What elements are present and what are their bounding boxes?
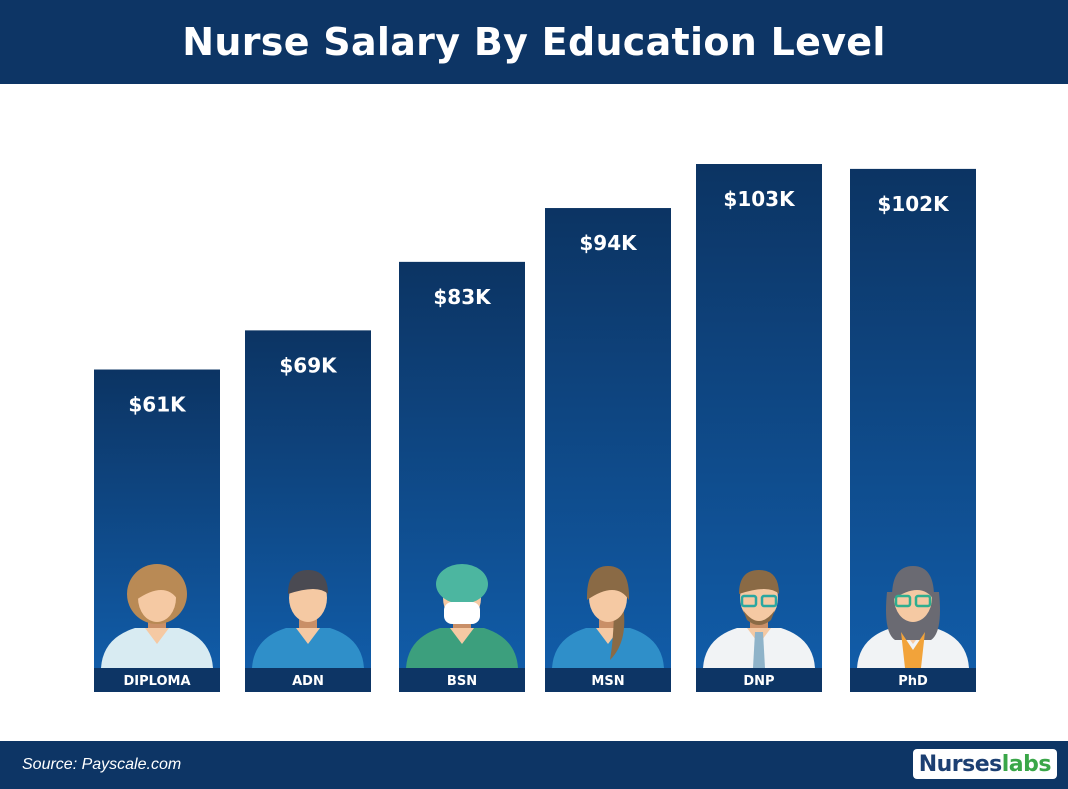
category-label: BSN xyxy=(447,674,477,689)
logo-text-nurses: Nurses xyxy=(918,751,1003,777)
title-bar: Nurse Salary By Education Level xyxy=(0,0,1068,84)
category-label-bg xyxy=(545,668,671,692)
bar-value-label: $69K xyxy=(279,353,338,377)
category-label-bg xyxy=(245,668,371,692)
bar-value-label: $94K xyxy=(579,231,638,255)
category-label: ADN xyxy=(292,674,324,689)
category-label: DIPLOMA xyxy=(123,674,190,689)
category-label-bg xyxy=(399,668,525,692)
category-label-bg xyxy=(696,668,822,692)
bar-value-label: $61K xyxy=(128,393,187,417)
source-note: Source: Payscale.com xyxy=(22,756,182,773)
nurse-woman-ponytail-icon xyxy=(552,566,664,668)
category-label: DNP xyxy=(743,674,774,689)
nurseslabs-logo[interactable]: Nurses labs xyxy=(912,749,1057,779)
category-label: PhD xyxy=(898,674,928,689)
nurse-woman-short-hair-icon xyxy=(101,564,213,668)
nurse-man-icon xyxy=(252,570,364,668)
bar-value-label: $102K xyxy=(877,192,950,216)
bar-value-label: $83K xyxy=(433,285,492,309)
category-label-bg xyxy=(850,668,976,692)
category-label: MSN xyxy=(591,674,624,689)
surgeon-masked-icon xyxy=(406,564,518,668)
page-title: Nurse Salary By Education Level xyxy=(182,20,886,64)
bar-value-label: $103K xyxy=(723,187,796,211)
footer-bar: Source: Payscale.com Nurses labs xyxy=(0,741,1068,789)
doctor-man-glasses-icon xyxy=(703,570,815,668)
doctor-woman-glasses-icon xyxy=(857,566,969,668)
category-label-bg xyxy=(94,668,220,692)
logo-text-labs: labs xyxy=(1001,751,1052,777)
